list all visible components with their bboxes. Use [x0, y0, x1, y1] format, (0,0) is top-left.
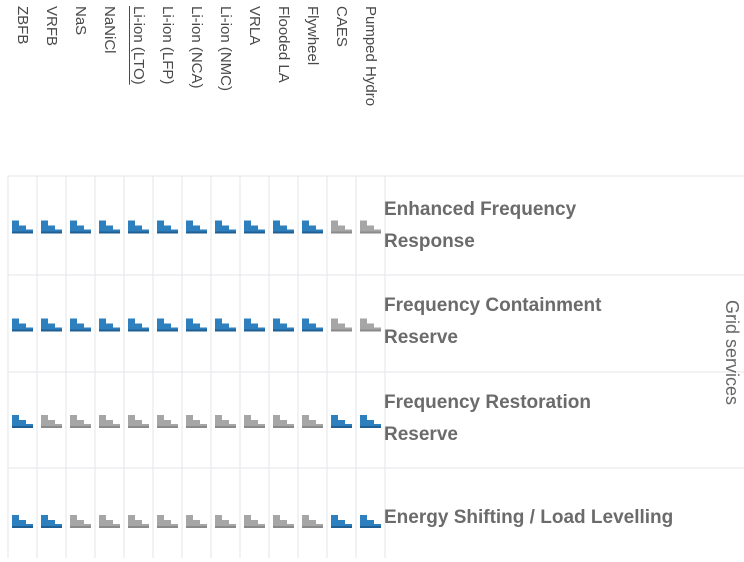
staircase-rating-icon [157, 220, 178, 234]
staircase-rating-icon [244, 220, 265, 234]
staircase-rating-icon [186, 415, 207, 428]
column-header-li-ion-nmc: Li-ion (NMC) [217, 6, 234, 92]
column-header-zbfb: ZBFB [14, 6, 31, 45]
staircase-rating-icon [70, 415, 91, 428]
row-label-energy-shifting-load-levelling: Energy Shifting / Load Levelling [384, 502, 704, 534]
staircase-rating-icon [12, 318, 33, 332]
column-header-nanicl: NaNiCl [101, 6, 118, 54]
staircase-rating-icon [12, 220, 33, 234]
row-label-frequency-restoration-reserve: Frequency Restoration Reserve [384, 387, 704, 451]
staircase-rating-icon [186, 515, 207, 528]
column-header-li-ion-lto: Li-ion (LTO) [130, 6, 147, 85]
staircase-rating-icon [360, 415, 381, 428]
staircase-rating-icon [157, 415, 178, 428]
column-header-vrla: VRLA [246, 6, 263, 46]
staircase-rating-icon [244, 318, 265, 332]
staircase-rating-icon [128, 515, 149, 528]
staircase-rating-icon [128, 415, 149, 428]
staircase-rating-icon [128, 318, 149, 332]
row-label-line2: Reserve [384, 424, 458, 445]
row-label-frequency-containment-reserve: Frequency Containment Reserve [384, 290, 704, 354]
staircase-rating-icon [331, 318, 352, 332]
staircase-rating-icon [99, 318, 120, 332]
staircase-rating-icon [331, 515, 352, 528]
staircase-rating-icon [70, 318, 91, 332]
staircase-rating-icon [302, 220, 323, 234]
staircase-rating-icon [99, 415, 120, 428]
column-header-caes: CAES [333, 6, 350, 47]
category-label-grid-services: Grid services [722, 300, 742, 406]
staircase-rating-icon [41, 515, 62, 528]
row-label-enhanced-frequency-response: Enhanced Frequency Response [384, 194, 704, 258]
staircase-rating-icon [186, 318, 207, 332]
column-header-pumped-hydro: Pumped Hydro [362, 6, 379, 107]
row-label-line1: Frequency Containment [384, 295, 602, 316]
row-label-line1: Enhanced Frequency [384, 199, 577, 220]
column-header-nas: NaS [72, 6, 89, 36]
column-header-flywheel: Flywheel [304, 6, 321, 66]
staircase-rating-icon [41, 220, 62, 234]
staircase-rating-icon [215, 318, 236, 332]
staircase-rating-icon [302, 515, 323, 528]
staircase-rating-icon [273, 515, 294, 528]
staircase-rating-icon [99, 220, 120, 234]
staircase-rating-icon [12, 415, 33, 428]
row-label-line1: Energy Shifting / Load Levelling [384, 507, 674, 528]
staircase-rating-icon [12, 515, 33, 528]
staircase-rating-icon [302, 415, 323, 428]
staircase-rating-icon [70, 515, 91, 528]
staircase-rating-icon [128, 220, 149, 234]
column-header-vrfb: VRFB [43, 6, 60, 47]
staircase-rating-icon [186, 220, 207, 234]
staircase-rating-icon [157, 515, 178, 528]
staircase-rating-icon [273, 415, 294, 428]
staircase-rating-icon [331, 220, 352, 234]
column-header-li-ion-nca: Li-ion (NCA) [188, 6, 205, 89]
staircase-rating-icon [215, 415, 236, 428]
staircase-rating-icon [244, 515, 265, 528]
staircase-rating-icon [215, 515, 236, 528]
column-header-li-ion-lfp: Li-ion (LFP) [159, 6, 176, 85]
staircase-rating-icon [360, 515, 381, 528]
staircase-rating-icon [273, 318, 294, 332]
row-label-line1: Frequency Restoration [384, 392, 591, 413]
staircase-rating-icon [244, 415, 265, 428]
row-label-line2: Response [384, 231, 475, 252]
staircase-rating-icon [360, 220, 381, 234]
staircase-rating-icon [157, 318, 178, 332]
staircase-rating-icon [41, 415, 62, 428]
staircase-rating-icon [360, 318, 381, 332]
staircase-rating-icon [70, 220, 91, 234]
staircase-rating-icon [99, 515, 120, 528]
staircase-rating-icon [302, 318, 323, 332]
staircase-rating-icon [273, 220, 294, 234]
staircase-rating-icon [331, 415, 352, 428]
staircase-rating-icon [41, 318, 62, 332]
column-header-flooded-la: Flooded LA [275, 6, 292, 83]
row-label-line2: Reserve [384, 327, 458, 348]
staircase-rating-icon [215, 220, 236, 234]
